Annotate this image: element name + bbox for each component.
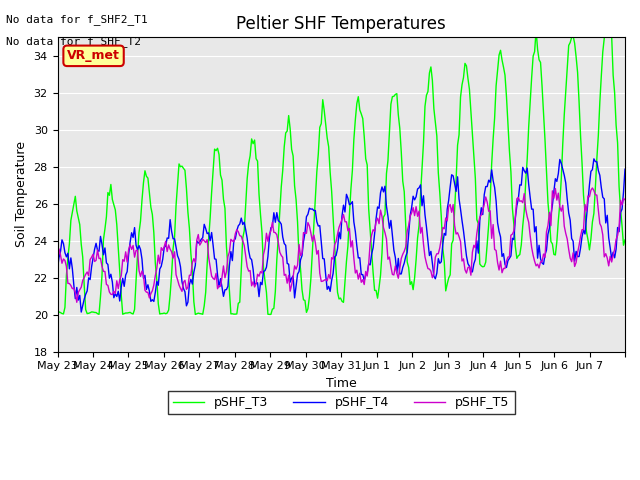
pSHF_T3 <box>620 242 627 248</box>
pSHF_T5 <box>74 289 82 295</box>
pSHF_T4 <box>620 189 627 195</box>
Text: VR_met: VR_met <box>67 49 120 62</box>
pSHF_T4 <box>73 285 81 290</box>
pSHF_T4 <box>460 228 467 234</box>
pSHF_T5 <box>73 300 81 305</box>
pSHF_T5 <box>544 223 552 228</box>
Text: No data for f_SHF2_T1: No data for f_SHF2_T1 <box>6 14 148 25</box>
pSHF_T5 <box>460 256 467 262</box>
pSHF_T5 <box>621 197 629 203</box>
Line: pSHF_T5: pSHF_T5 <box>58 188 625 302</box>
Line: pSHF_T4: pSHF_T4 <box>58 159 625 312</box>
pSHF_T3 <box>347 186 355 192</box>
pSHF_T5 <box>54 261 61 267</box>
pSHF_T3 <box>460 74 467 80</box>
pSHF_T5 <box>620 195 627 201</box>
Line: pSHF_T3: pSHF_T3 <box>58 12 625 314</box>
pSHF_T4 <box>544 231 552 237</box>
pSHF_T3 <box>605 10 612 15</box>
pSHF_T4 <box>621 167 629 172</box>
pSHF_T3 <box>191 312 199 317</box>
Title: Peltier SHF Temperatures: Peltier SHF Temperatures <box>236 15 446 33</box>
pSHF_T3 <box>73 208 81 214</box>
pSHF_T5 <box>589 185 596 191</box>
pSHF_T3 <box>621 237 629 243</box>
Legend: pSHF_T3, pSHF_T4, pSHF_T5: pSHF_T3, pSHF_T4, pSHF_T5 <box>168 391 515 414</box>
pSHF_T4 <box>54 265 61 271</box>
pSHF_T4 <box>77 309 85 315</box>
pSHF_T4 <box>347 201 355 206</box>
X-axis label: Time: Time <box>326 377 356 390</box>
pSHF_T4 <box>92 240 100 246</box>
pSHF_T4 <box>590 156 598 162</box>
pSHF_T5 <box>92 257 100 263</box>
pSHF_T3 <box>54 309 61 315</box>
Y-axis label: Soil Temperature: Soil Temperature <box>15 142 28 247</box>
pSHF_T3 <box>544 199 552 205</box>
pSHF_T3 <box>91 310 99 315</box>
pSHF_T5 <box>347 244 355 250</box>
Text: No data for f_SHF_T2: No data for f_SHF_T2 <box>6 36 141 47</box>
